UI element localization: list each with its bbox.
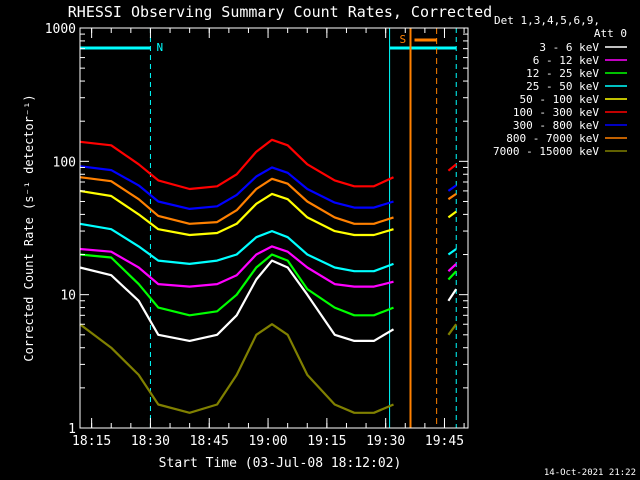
legend-label-6-12-kev: 6 - 12 keV (533, 54, 600, 67)
series-line-100-300-kev (79, 138, 394, 191)
legend-label-800-7000-kev: 800 - 7000 keV (506, 132, 599, 145)
saa-flag-label: S (399, 33, 406, 46)
x-tick-label: 19:30 (366, 434, 405, 449)
series-line-25-50-kev-after-gap (447, 248, 457, 256)
legend-label-100-300-kev: 100 - 300 keV (513, 106, 599, 119)
y-tick-label: 1000 (45, 22, 76, 37)
series-line-7000-15000-kev-after-gap (447, 323, 458, 336)
legend-label-7000-15000-kev: 7000 - 15000 keV (493, 145, 599, 158)
x-axis-label: Start Time (03-Jul-08 18:12:02) (159, 456, 402, 471)
series-line-800-7000-kev (79, 176, 394, 225)
legend-title-line-1: Det 1,3,4,5,6,9, (494, 14, 600, 27)
series-line-3-6-kev (79, 259, 395, 342)
series-line-300-800-kev-after-gap (447, 184, 457, 192)
axes: 1 10 100 1000 18:15 18:30 18:45 19:00 19:15 19:30… (45, 22, 469, 449)
render-timestamp: 14-Oct-2021 21:22 (544, 468, 636, 478)
legend-label-50-100-kev: 50 - 100 keV (520, 93, 600, 106)
series-line-6-12-kev-after-gap (447, 263, 457, 273)
series-line-50-100-kev-after-gap (447, 210, 457, 219)
x-tick-label: 19:15 (307, 434, 346, 449)
x-tick-label: 19:00 (248, 434, 287, 449)
legend-label-12-25-kev: 12 - 25 keV (526, 67, 599, 80)
legend-label-300-800-kev: 300 - 800 keV (513, 119, 599, 132)
plot-area: NS (79, 28, 458, 428)
series-line-25-50-kev (79, 222, 394, 273)
x-tick-label: 19:45 (425, 434, 464, 449)
series-line-7000-15000-kev (79, 323, 394, 414)
series-line-300-800-kev (79, 165, 394, 210)
y-tick-label: 100 (53, 155, 76, 170)
x-tick-label: 18:15 (72, 434, 111, 449)
y-tick-label: 1 (68, 422, 76, 437)
y-tick-label: 10 (60, 289, 76, 304)
series-line-6-12-kev (79, 245, 394, 288)
chart-title: RHESSI Observing Summary Count Rates, Co… (68, 3, 492, 21)
series-line-12-25-kev-after-gap (447, 270, 458, 281)
x-tick-label: 18:30 (131, 434, 170, 449)
series-line-3-6-kev-after-gap (447, 288, 458, 302)
series-line-100-300-kev-after-gap (447, 163, 457, 172)
series-line-800-7000-kev-after-gap (447, 192, 457, 201)
x-tick-label: 18:45 (190, 434, 229, 449)
plot-frame (79, 27, 469, 429)
legend-title-line-2: Att 0 (594, 27, 627, 40)
y-axis-label: Corrected Count Rate (s⁻¹ detector⁻¹) (22, 94, 36, 361)
series-line-50-100-kev (79, 189, 394, 237)
legend-label-25-50-kev: 25 - 50 keV (526, 80, 599, 93)
series-line-12-25-kev (79, 253, 394, 317)
legend-label-3-6-kev: 3 - 6 keV (539, 41, 599, 54)
night-flag-label: N (156, 41, 163, 54)
